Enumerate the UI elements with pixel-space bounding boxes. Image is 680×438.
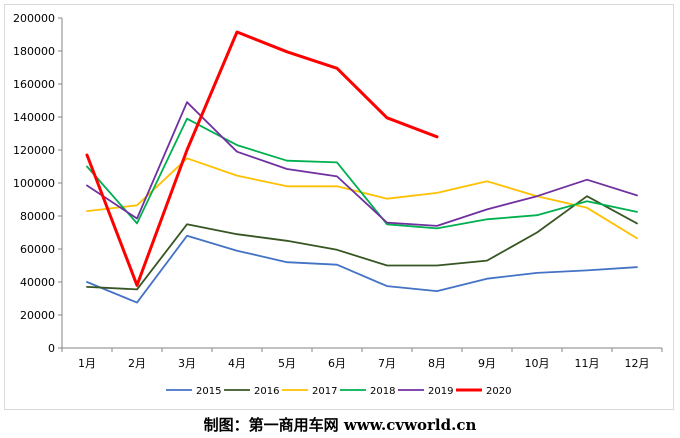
legend-label-2016: 2016 — [254, 386, 279, 397]
y-tick-label: 20000 — [20, 309, 55, 322]
y-tick-label: 140000 — [13, 111, 55, 124]
x-tick-label: 2月 — [128, 357, 146, 370]
legend-label-2015: 2015 — [196, 386, 221, 397]
x-tick-label: 9月 — [478, 357, 496, 370]
y-tick-label: 60000 — [20, 243, 55, 256]
series-line-2020 — [85, 30, 439, 287]
line-chart: 0 20000 40000 60000 80000 100000 120000 140000 1… — [13, 12, 663, 397]
series-line-2018 — [86, 117, 638, 230]
x-tick-label: 11月 — [575, 357, 600, 370]
x-tick-label: 10月 — [525, 357, 550, 370]
legend-label-2019: 2019 — [428, 386, 453, 397]
legend-label-2020: 2020 — [486, 386, 511, 397]
chart-credit: 制图：第一商用车网 www.cvworld.cn — [203, 416, 477, 434]
y-tick-label: 120000 — [13, 144, 55, 157]
x-tick-label: 1月 — [78, 357, 96, 370]
x-tick-label: 6月 — [328, 357, 346, 370]
x-tick-label: 5月 — [278, 357, 296, 370]
legend-label-2018: 2018 — [370, 386, 395, 397]
y-tick-label: 180000 — [13, 45, 55, 58]
y-tick-label: 0 — [48, 342, 55, 355]
x-tick-label: 8月 — [428, 357, 446, 370]
x-tick-label: 7月 — [378, 357, 396, 370]
y-tick-label: 40000 — [20, 276, 55, 289]
x-tick-label: 4月 — [228, 357, 246, 370]
x-tick-label: 3月 — [178, 357, 196, 370]
y-tick-label: 100000 — [13, 177, 55, 190]
y-tick-label: 80000 — [20, 210, 55, 223]
series-line-2016 — [86, 195, 638, 291]
x-tick-label: 12月 — [625, 357, 650, 370]
y-tick-label: 160000 — [13, 78, 55, 91]
series-line-2015 — [86, 234, 638, 304]
y-tick-label: 200000 — [13, 12, 55, 25]
legend-label-2017: 2017 — [312, 386, 337, 397]
series-line-2019 — [86, 101, 638, 227]
